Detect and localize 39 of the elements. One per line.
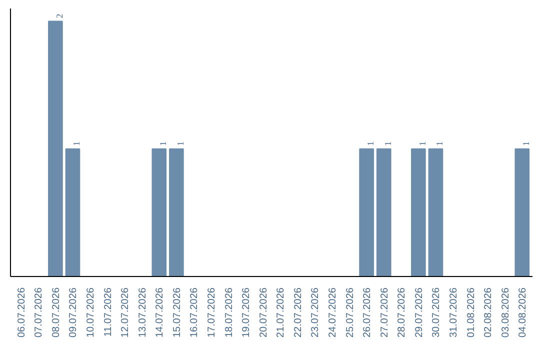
x-tick-label: 22.07.2026 [292,287,304,338]
x-tick-label: 27.07.2026 [379,287,390,338]
x-tick-label: 23.07.2026 [310,287,322,338]
x-tick-label: 29.07.2026 [414,287,425,338]
x-tick-label: 14.07.2026 [154,287,166,338]
x-tick-label: 01.08.2026 [466,287,477,338]
x-tick-label: 19.07.2026 [241,287,252,338]
x-tick-label: 18.07.2026 [224,287,235,338]
x-tick-label: 24.07.2026 [327,287,338,338]
x-tick-label: 30.07.2026 [431,287,442,338]
x-tick-label: 20.07.2026 [258,287,270,338]
x-tick-label: 12.07.2026 [120,287,132,338]
x-tick-label: 26.07.2026 [362,287,374,338]
data-label: 1 [366,141,376,146]
x-tick-label: 15.07.2026 [172,287,183,338]
x-tick-label: 02.08.2026 [483,287,494,338]
x-tick-label: 28.07.2026 [396,287,408,338]
data-label: 1 [72,141,82,146]
data-label: 1 [382,141,393,146]
x-tick-label: 25.07.2026 [344,287,356,338]
x-tick-label: 31.07.2026 [448,287,460,338]
data-label: 2 [54,14,64,18]
x-tick-label: 17.07.2026 [206,287,218,338]
x-tick-label: 10.07.2026 [86,287,97,338]
x-tick-label: 11.07.2026 [102,287,114,337]
x-tick-label: 21.07.2026 [276,287,287,338]
x-tick-label: 16.07.2026 [189,287,200,338]
x-tick-label: 03.08.2026 [500,287,512,338]
x-tick-label: 09.07.2026 [68,287,80,338]
x-tick-label: 06.07.2026 [16,287,28,338]
data-label: 1 [158,141,168,146]
x-tick-label: 04.08.2026 [518,287,529,338]
data-label: 1 [417,141,428,146]
data-label: 1 [521,141,532,146]
x-tick-label: 08.07.2026 [50,287,62,338]
x-tick-label: 07.07.2026 [34,287,45,338]
data-label: 1 [175,141,186,146]
x-tick-label: 13.07.2026 [137,287,148,338]
data-label: 1 [434,141,445,146]
